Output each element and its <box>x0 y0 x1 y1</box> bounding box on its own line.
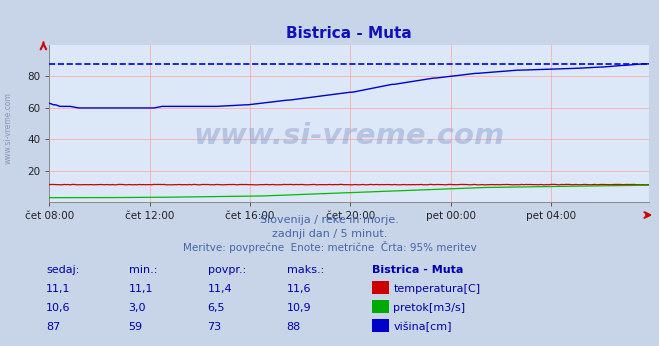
Text: Bistrica - Muta: Bistrica - Muta <box>372 265 464 275</box>
Text: 11,1: 11,1 <box>46 284 71 294</box>
Text: 10,6: 10,6 <box>46 303 71 313</box>
Text: 11,4: 11,4 <box>208 284 232 294</box>
Text: 11,6: 11,6 <box>287 284 311 294</box>
Text: 87: 87 <box>46 322 61 333</box>
Text: www.si-vreme.com: www.si-vreme.com <box>3 92 13 164</box>
Text: Slovenija / reke in morje.: Slovenija / reke in morje. <box>260 215 399 225</box>
Text: 59: 59 <box>129 322 142 333</box>
Text: sedaj:: sedaj: <box>46 265 80 275</box>
Title: Bistrica - Muta: Bistrica - Muta <box>287 26 412 41</box>
Text: temperatura[C]: temperatura[C] <box>393 284 480 294</box>
Text: pretok[m3/s]: pretok[m3/s] <box>393 303 465 313</box>
Text: Meritve: povprečne  Enote: metrične  Črta: 95% meritev: Meritve: povprečne Enote: metrične Črta:… <box>183 241 476 253</box>
Text: min.:: min.: <box>129 265 157 275</box>
Text: višina[cm]: višina[cm] <box>393 322 452 333</box>
Text: 11,1: 11,1 <box>129 284 153 294</box>
Text: 3,0: 3,0 <box>129 303 146 313</box>
Text: maks.:: maks.: <box>287 265 324 275</box>
Text: zadnji dan / 5 minut.: zadnji dan / 5 minut. <box>272 229 387 239</box>
Text: 73: 73 <box>208 322 221 333</box>
Text: 6,5: 6,5 <box>208 303 225 313</box>
Text: www.si-vreme.com: www.si-vreme.com <box>194 122 505 150</box>
Text: 10,9: 10,9 <box>287 303 311 313</box>
Text: povpr.:: povpr.: <box>208 265 246 275</box>
Text: 88: 88 <box>287 322 301 333</box>
